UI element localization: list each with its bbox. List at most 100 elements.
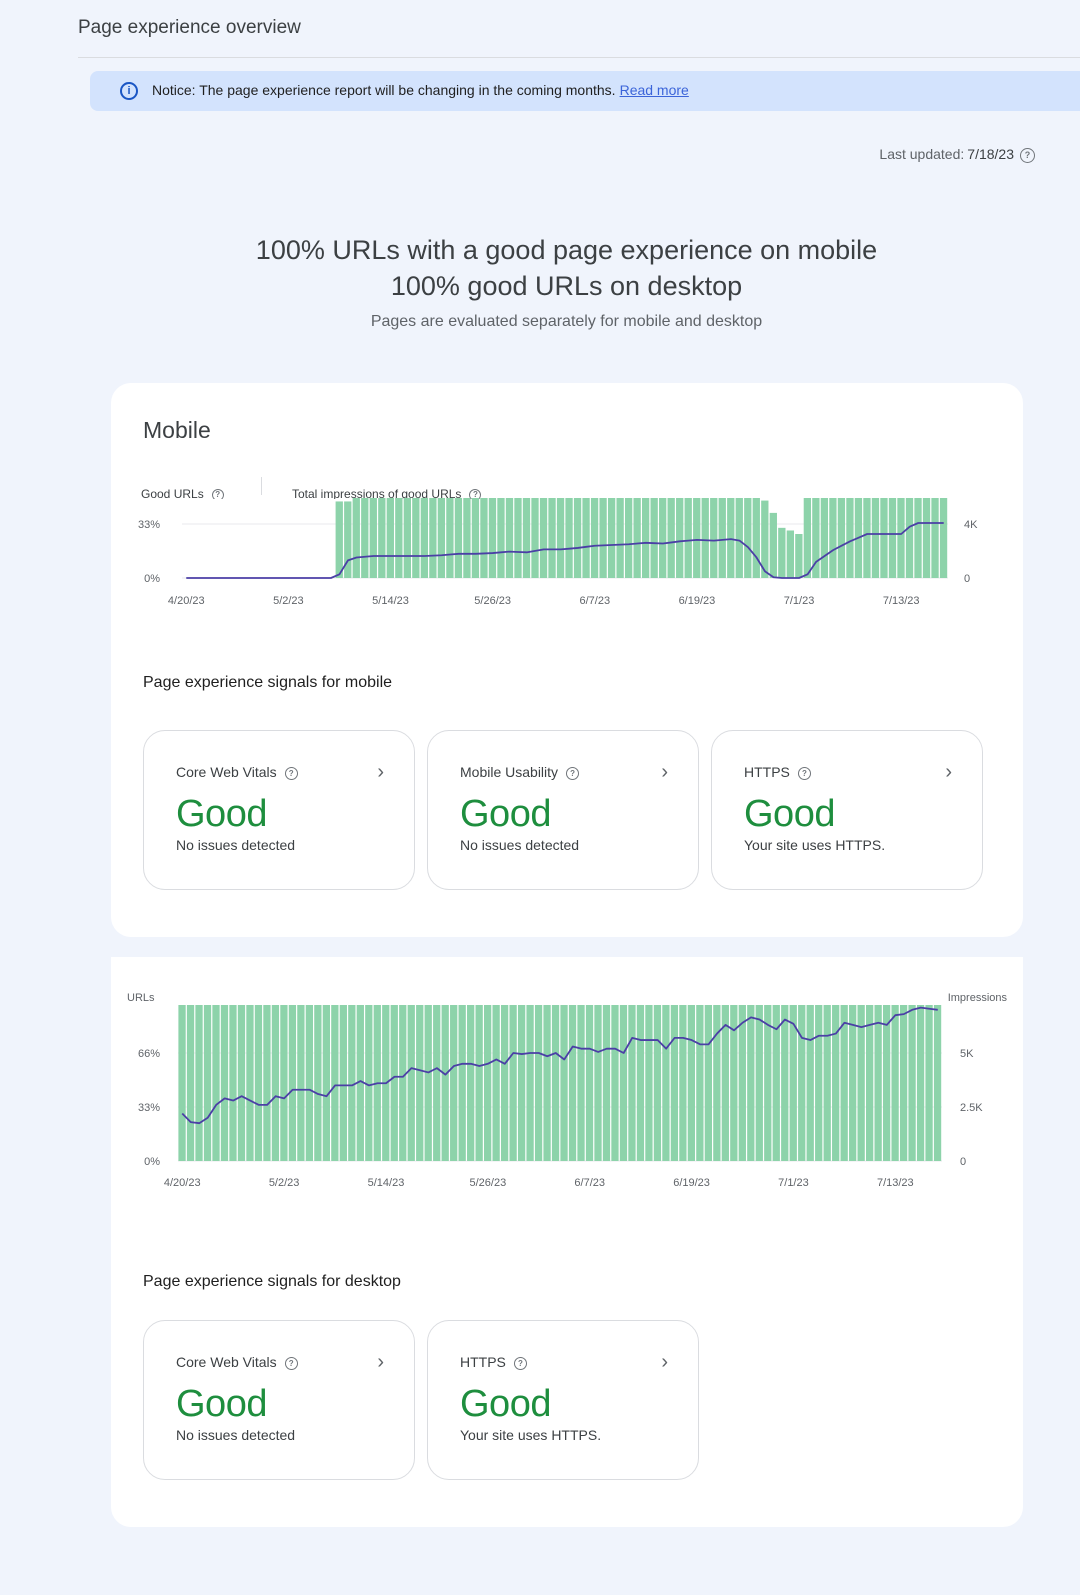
help-icon[interactable]: ? [284,1357,298,1370]
y-right-tick-label: 7.5K [960,1005,983,1006]
signal-desc: No issues detected [460,837,580,853]
help-icon[interactable]: ? [566,767,580,780]
chart-bar [931,498,939,578]
chart-bar [237,1005,246,1161]
chart-bar [778,527,786,578]
legend-good-urls[interactable]: Good URLs? [141,487,224,499]
mobile-card: Mobile Good URLs? Total impressions of g… [111,383,1023,937]
chart-bar [361,498,369,578]
chart-bar [752,498,760,578]
x-tick-label: 7/1/23 [778,1177,809,1189]
chart-bar [509,1005,517,1161]
signal-status: Good [176,793,267,835]
chart-bar [467,1005,475,1161]
help-icon[interactable]: ? [211,488,224,499]
x-tick-label: 6/19/23 [679,595,716,607]
last-updated-label: Last updated: [879,146,965,162]
chart-bar [450,1005,458,1161]
chart-bar [650,498,658,578]
summary: 100% URLs with a good page experience on… [0,232,1080,331]
chart-bar [424,1005,432,1161]
chart-bar [916,1005,925,1161]
chart-bar [551,1005,560,1161]
chart-bar [577,1005,585,1161]
chart-bar [599,498,607,578]
chart-bar [820,498,829,578]
notice-text: Notice: The page experience report will … [152,82,616,98]
last-updated: Last updated: 7/18/23? [879,146,1035,163]
help-icon[interactable]: ? [1020,147,1035,163]
x-tick-label: 5/14/23 [372,595,409,607]
signal-name: Mobile Usability [460,764,559,780]
chart-bar [863,498,871,578]
chart-bar [789,1005,797,1161]
chart-bar [713,1005,721,1161]
chart-bar [420,498,429,578]
help-icon[interactable]: ? [797,767,811,780]
chart-bar [645,1005,653,1161]
chart-bar [701,498,709,578]
help-icon[interactable]: ? [469,488,482,499]
chart-bar [348,1005,356,1161]
signal-status: Good [744,793,835,835]
chart-bar [721,1005,729,1161]
chart-bar [718,498,726,578]
chart-bar [488,498,497,578]
chart-bar [271,1005,280,1161]
signal-card-https[interactable]: HTTPS? › Good Your site uses HTTPS. [427,1320,699,1480]
chart-bar [798,1005,806,1161]
x-tick-label: 5/26/23 [474,595,511,607]
axis-title-impressions: Impressions [947,992,1007,1004]
chart-bar [195,1005,203,1161]
chart-bar [744,498,752,578]
chart-bar [590,498,599,578]
x-tick-label: 7/13/23 [883,595,920,607]
chart-bar [475,1005,483,1161]
chart-bar [670,1005,679,1161]
chart-bar [220,1005,229,1161]
legend-impressions[interactable]: Total impressions of good URLs? [292,487,482,499]
legend-good-urls-label: Good URLs [141,487,204,499]
summary-mobile: 100% URLs with a good page experience on… [255,235,878,265]
chart-bar [339,1005,347,1161]
desktop-signals-title: Page experience signals for desktop [143,1273,401,1290]
chart-bar [849,1005,857,1161]
chart-bar [437,498,446,578]
chart-bar [812,498,820,578]
read-more-link[interactable]: Read more [619,82,689,98]
chart-bar [628,1005,636,1161]
chevron-right-icon: › [377,1351,384,1373]
chart-bar [517,1005,526,1161]
signal-card-core-web-vitals[interactable]: Core Web Vitals? › Good No issues detect… [143,730,415,890]
y-left-tick-label: 66% [138,1048,160,1060]
chart-bar [522,498,531,578]
y-left-tick-label: 0% [144,1156,160,1168]
chart-bar [888,498,897,578]
legend-divider [261,477,262,495]
chart-bar [772,1005,780,1161]
signal-name: Core Web Vitals [176,764,277,780]
help-icon[interactable]: ? [284,767,298,780]
chart-bar [178,1005,186,1161]
chart-bar [908,1005,916,1161]
chart-bar [429,498,437,578]
y-right-tick-label: 0 [964,573,970,585]
chart-bar [352,498,360,578]
x-tick-label: 6/7/23 [579,595,610,607]
signal-card-core-web-vitals[interactable]: Core Web Vitals? › Good No issues detect… [143,1320,415,1480]
chart-bar [505,498,514,578]
chart-bar [514,498,522,578]
signal-name-wrap: HTTPS? [744,764,811,780]
signal-status: Good [460,1383,551,1425]
chart-bar [704,1005,712,1161]
chart-bar [829,498,837,578]
y-right-tick-label: 0 [960,1156,966,1168]
signal-card-https[interactable]: HTTPS? › Good Your site uses HTTPS. [711,730,983,890]
signal-name: Core Web Vitals [176,1354,277,1370]
chart-bar [534,1005,543,1161]
signal-card-mobile-usability[interactable]: Mobile Usability? › Good No issues detec… [427,730,699,890]
chart-bar [880,498,888,578]
x-tick-label: 4/20/23 [164,1177,201,1189]
help-icon[interactable]: ? [513,1357,527,1370]
chart-bar [815,1005,823,1161]
